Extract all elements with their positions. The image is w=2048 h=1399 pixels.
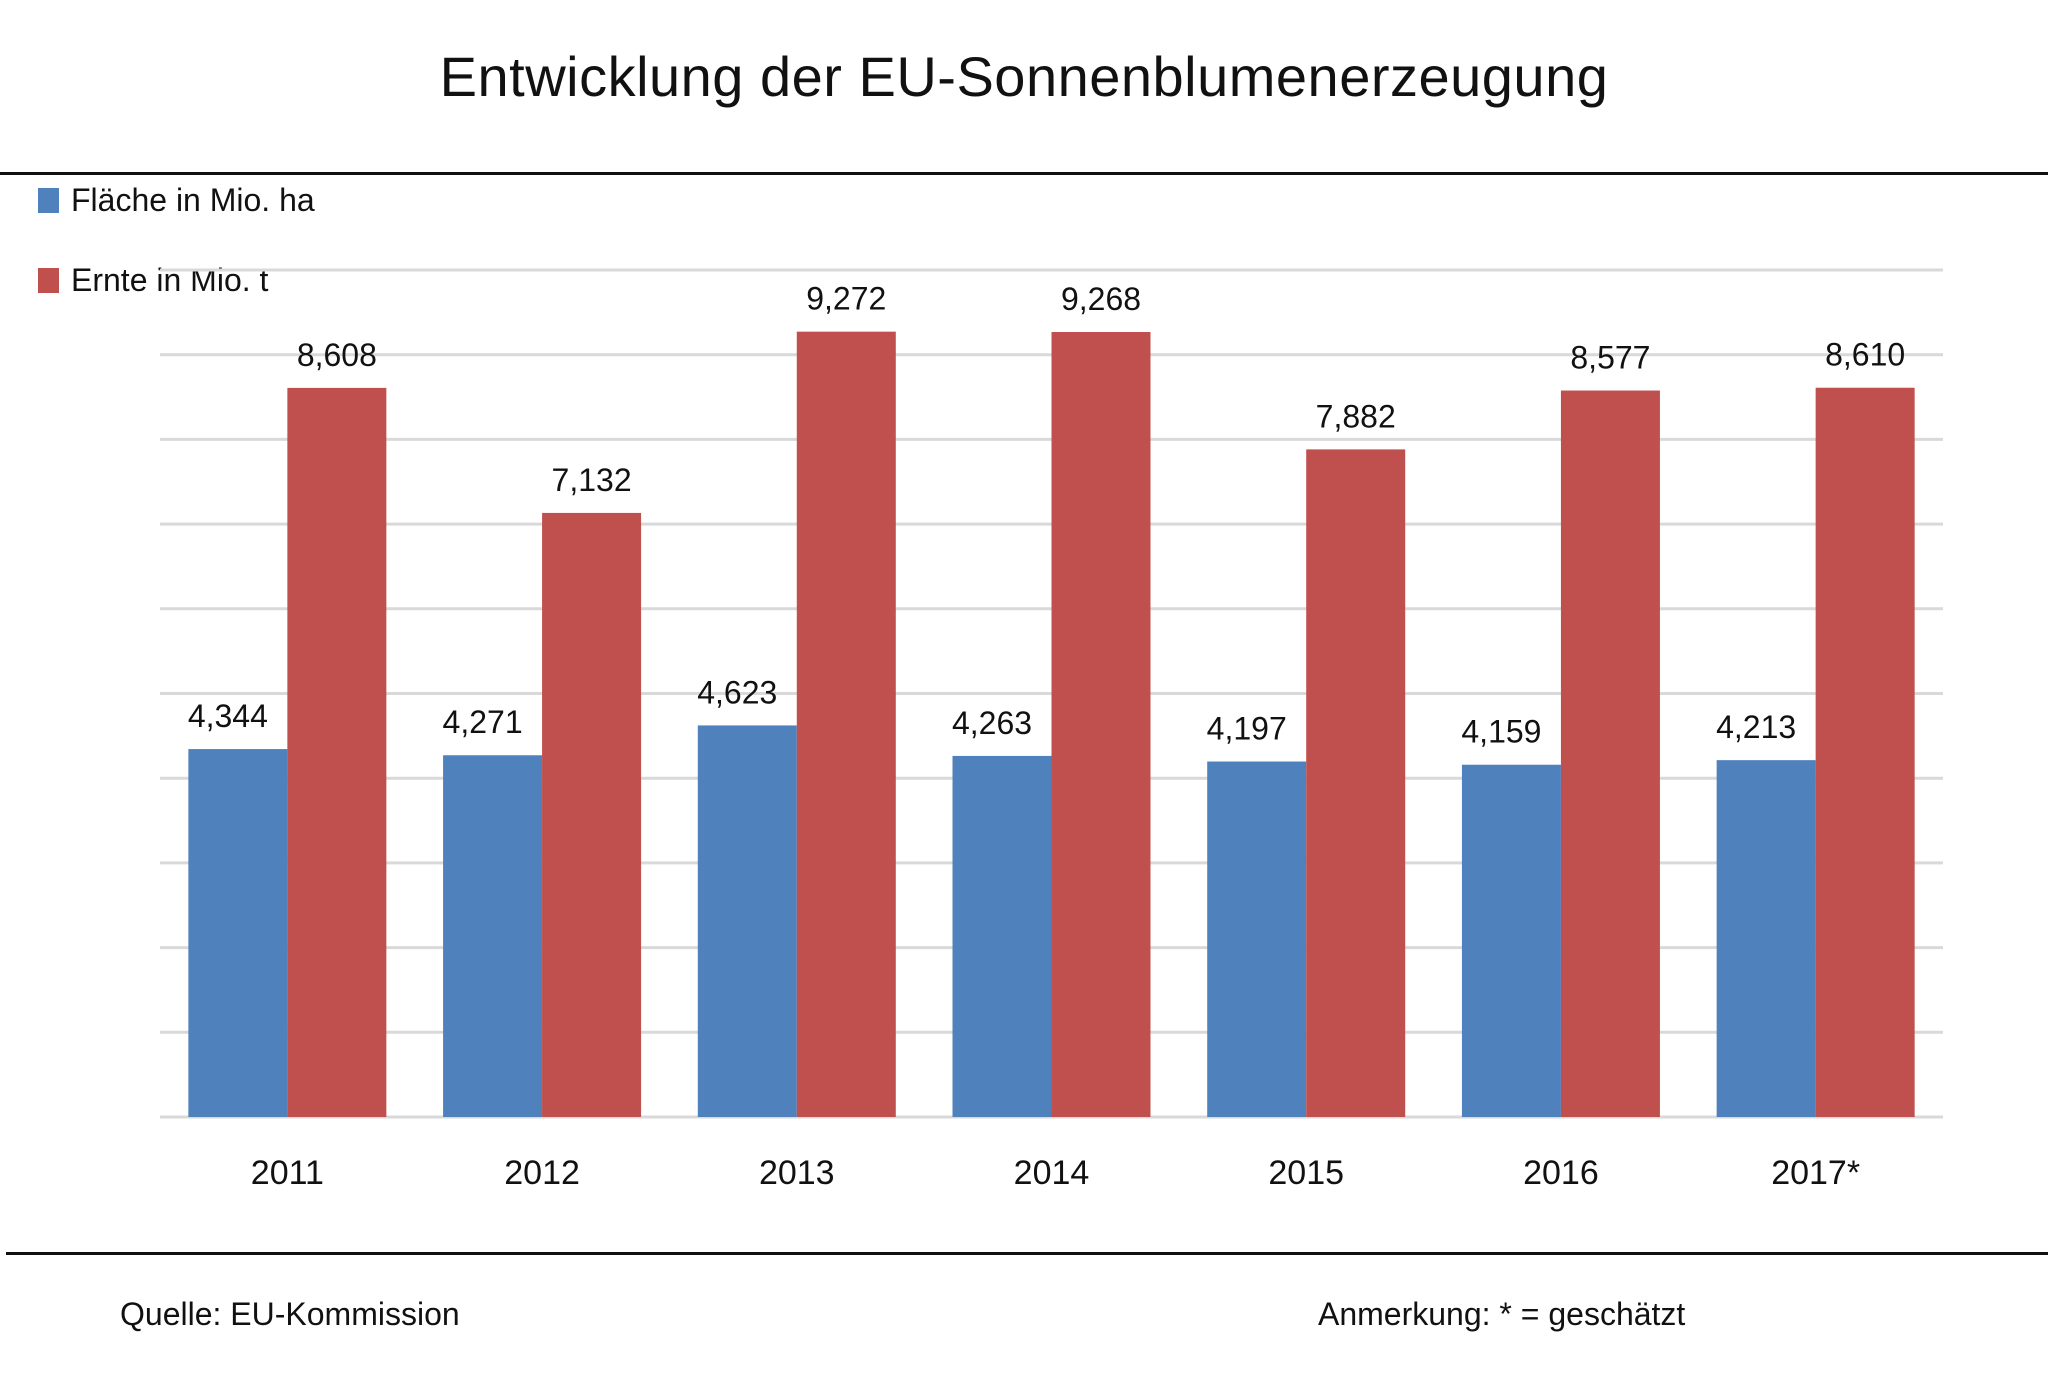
legend-label-flaeche: Fläche in Mio. ha [71,182,315,218]
bar-ernte [542,512,642,1117]
legend-label-ernte: Ernte in Mio. t [71,262,269,298]
x-tick-label: 2012 [504,1154,580,1192]
bar-ernte [287,387,387,1117]
x-tick-label: 2013 [759,1154,835,1192]
bottom-divider [6,1252,2048,1255]
data-label-ernte: 7,132 [552,462,632,498]
bar-ernte [1051,332,1151,1118]
x-tick-label: 2011 [251,1154,324,1192]
legend-swatch-flaeche [38,188,59,213]
bar-flaeche [1207,761,1307,1117]
bar-ernte [796,331,896,1117]
data-label-ernte: 9,268 [1061,281,1141,317]
bar-ernte [1560,390,1660,1118]
bar-flaeche [697,725,797,1117]
legend-swatch-ernte [38,268,59,293]
data-label-flaeche: 4,263 [952,705,1032,741]
x-tick-label: 2016 [1523,1154,1599,1192]
x-tick-label: 2017* [1771,1154,1860,1192]
bar-flaeche [443,755,543,1117]
data-label-flaeche: 4,271 [443,704,523,740]
bar-ernte [1815,387,1915,1117]
data-label-ernte: 7,882 [1316,398,1396,434]
legend-item-ernte: Ernte in Mio. t [38,262,268,299]
data-label-flaeche: 4,213 [1716,709,1796,745]
bar-flaeche [188,749,288,1117]
data-label-ernte: 9,272 [806,281,886,317]
estimate-note: Anmerkung: * = geschätzt [1318,1296,1686,1332]
data-label-flaeche: 4,159 [1461,714,1541,750]
bar-flaeche [1461,764,1561,1117]
chart-title: Entwicklung der EU-Sonnenblumenerzeugung [439,45,1609,108]
data-label-ernte: 8,610 [1825,337,1905,373]
data-label-flaeche: 4,197 [1207,711,1287,747]
data-label-ernte: 8,577 [1570,340,1650,376]
bar-flaeche [1716,760,1816,1117]
data-label-flaeche: 4,344 [188,698,268,734]
bar-flaeche [952,755,1052,1117]
data-label-ernte: 8,608 [297,337,377,373]
bar-ernte [1306,449,1406,1117]
data-label-flaeche: 4,623 [697,674,777,710]
source-note: Quelle: EU-Kommission [120,1296,460,1332]
top-divider [0,172,2048,175]
legend-item-flaeche: Fläche in Mio. ha [38,182,315,219]
x-tick-label: 2014 [1014,1154,1090,1192]
x-tick-label: 2015 [1268,1154,1344,1192]
